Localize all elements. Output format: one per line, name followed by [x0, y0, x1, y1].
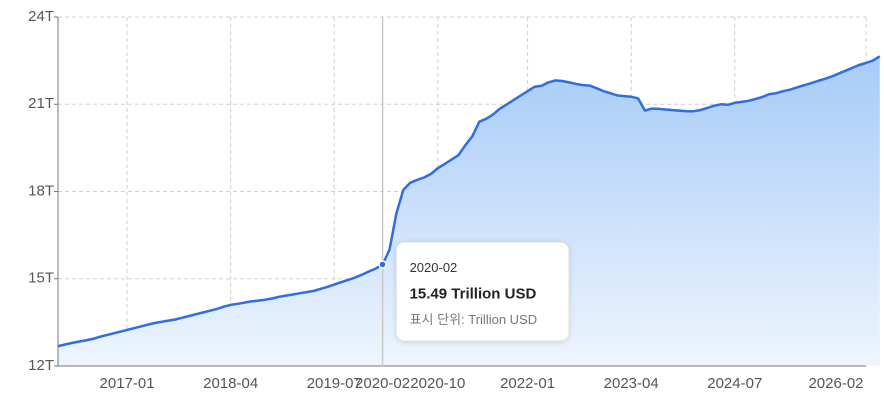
tooltip-value: 15.49 Trillion USD — [410, 285, 537, 302]
x-tick-label: 2022-01 — [500, 375, 555, 392]
line — [57, 55, 881, 348]
tooltip-box — [396, 241, 570, 341]
x-tick-label: 2020-10 — [410, 375, 465, 392]
tooltip-point — [378, 260, 387, 269]
x-tick-label: 2019-07 — [307, 375, 362, 392]
x-tick-label: 2017-01 — [100, 375, 155, 392]
y-tick-label: 21T — [28, 95, 54, 112]
tooltip-date: 2020-02 — [410, 260, 458, 275]
x-tick-label: 2020-02 — [355, 375, 410, 392]
y-tick-label: 18T — [28, 182, 54, 199]
tooltip-note: 표시 단위: Trillion USD — [410, 312, 538, 327]
y-tick-label: 24T — [28, 8, 54, 25]
x-tick-label: 2024-07 — [707, 375, 762, 392]
x-tick-label: 2023-04 — [604, 375, 659, 392]
y-tick-label: 12T — [28, 357, 54, 374]
x-tick-label: 2018-04 — [203, 375, 258, 392]
x-tick-label: 2026-02 — [808, 375, 863, 392]
y-tick-label: 15T — [28, 270, 54, 287]
area — [58, 56, 880, 367]
